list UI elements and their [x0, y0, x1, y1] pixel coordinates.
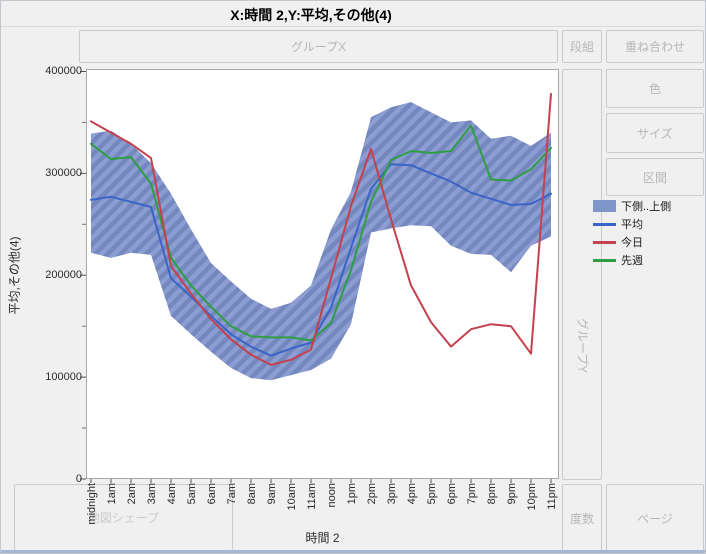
dropzone-size[interactable]: サイズ [606, 113, 704, 153]
y-tick-label: 100000 [45, 370, 82, 383]
x-tick-label: 4am [166, 483, 178, 505]
page-title: X:時間 2,Y:平均,その他(4) [230, 7, 392, 23]
dropzone-overlay-label: 重ね合わせ [624, 40, 685, 54]
series-line-平均[interactable] [90, 163, 552, 357]
x-tick-label: 10am [286, 483, 298, 511]
dropzone-color[interactable]: 色 [606, 69, 704, 108]
x-tick-label: 11am [306, 483, 318, 510]
legend-item[interactable]: 先週 [593, 251, 705, 269]
legend: 下側..上側 平均今日先週 [593, 197, 705, 269]
window-bottom-accent [1, 550, 705, 553]
x-tick-label: 2pm [366, 483, 378, 505]
legend-item[interactable]: 平均 [593, 215, 705, 233]
legend-swatch [593, 222, 616, 226]
dropzone-columns-label: 段組 [569, 40, 594, 54]
dropzone-columns[interactable]: 段組 [562, 30, 602, 63]
dropzone-group-x-label: グループX [290, 40, 347, 54]
legend-label: 今日 [621, 237, 643, 249]
y-tick-label: 200000 [45, 268, 82, 281]
dropzone-group-y-label: グループY [575, 317, 590, 374]
x-tick-label: 3am [146, 483, 158, 505]
dropzone-group-x[interactable]: グループX [79, 30, 558, 63]
x-tick-label: 7am [226, 483, 238, 505]
dropzone-group-y[interactable]: グループY [562, 69, 602, 480]
x-axis-title: 時間 2 [305, 531, 340, 545]
x-tick-label: 9pm [506, 483, 518, 505]
header-divider [1, 26, 705, 27]
x-tick-label: midnight [86, 483, 98, 525]
dropzone-frequency[interactable]: 度数 [562, 484, 602, 552]
x-tick-label: 2am [126, 483, 138, 505]
dropzone-size-label: サイズ [637, 126, 673, 141]
x-tick-label: 6pm [446, 483, 458, 505]
legend-swatch [593, 240, 616, 244]
x-tick-label: 5am [186, 483, 198, 505]
legend-label: 先週 [621, 255, 643, 267]
y-tick-label: 0 [75, 472, 82, 485]
chart-canvas [80, 69, 559, 483]
x-tick-label: 1pm [346, 483, 358, 505]
x-tick-label: 9am [266, 483, 278, 505]
x-tick-label: 5pm [426, 483, 438, 505]
y-tick-label: 400000 [45, 65, 82, 77]
dropzone-page-label: ページ [637, 511, 673, 526]
legend-swatch [593, 200, 616, 212]
x-tick-label: 1am [106, 483, 118, 505]
x-tick-label: 8am [246, 483, 258, 505]
x-tick-label: 8pm [486, 483, 498, 505]
dropzone-page[interactable]: ページ [606, 484, 704, 552]
x-tick-label: 10pm [526, 483, 538, 511]
plot-area[interactable] [80, 69, 559, 483]
legend-item[interactable]: 下側..上側 [593, 197, 705, 215]
y-tick-label: 300000 [45, 166, 82, 179]
dropzone-map-shape-label: 地図シェープ [87, 511, 160, 525]
dropzone-frequency-label: 度数 [569, 511, 594, 526]
dropzone-interval-label: 区間 [642, 170, 667, 185]
dropzone-overlay[interactable]: 重ね合わせ [606, 30, 704, 63]
legend-swatch [593, 258, 616, 262]
series-line-今日[interactable] [90, 92, 552, 366]
x-tick-label: 6am [206, 483, 218, 505]
legend-label: 平均 [621, 219, 643, 231]
x-tick-label: noon [326, 483, 338, 508]
legend-item[interactable]: 今日 [593, 233, 705, 251]
dropzone-color-label: 色 [648, 82, 661, 96]
dropzone-interval[interactable]: 区間 [606, 158, 704, 196]
x-tick-label: 4pm [406, 483, 418, 505]
legend-label: 下側..上側 [621, 201, 672, 213]
x-tick-label: 11pm [546, 483, 558, 510]
x-tick-label: 7pm [466, 483, 478, 505]
x-tick-label: 3pm [386, 483, 398, 505]
